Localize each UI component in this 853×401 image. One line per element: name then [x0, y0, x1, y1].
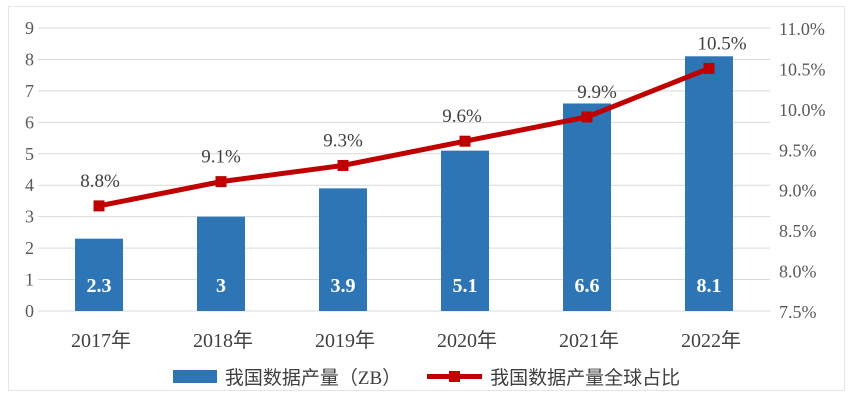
bar-2019年	[319, 188, 367, 311]
line-value-label: 9.1%	[201, 147, 241, 168]
line-value-label: 9.9%	[577, 82, 617, 103]
bar-value-label: 2.3	[87, 275, 112, 297]
right-axis-tick: 11.0%	[779, 19, 825, 39]
left-axis-tick: 8	[25, 49, 34, 69]
line-series-swatch-icon	[427, 370, 483, 383]
bar-2022年	[685, 56, 733, 311]
left-axis-tick: 2	[25, 238, 34, 258]
bar-2021年	[563, 103, 611, 311]
x-axis-label: 2020年	[437, 329, 497, 352]
bar-value-label: 6.6	[575, 275, 600, 297]
x-axis-label: 2022年	[681, 329, 741, 352]
x-axis-label: 2017年	[71, 329, 131, 352]
bar-2020年	[441, 150, 489, 311]
bar-2018年	[197, 216, 245, 311]
right-axis-tick: 8.0%	[779, 262, 817, 282]
share-line	[98, 66, 710, 209]
left-axis-tick: 5	[25, 144, 34, 164]
right-axis-tick: 10.0%	[779, 100, 826, 120]
bar-value-label: 5.1	[453, 275, 478, 297]
line-marker	[703, 62, 715, 74]
line-value-label: 9.6%	[442, 106, 482, 127]
x-axis-label: 2019年	[315, 329, 375, 352]
bar-series-label: 我国数据产量（ZB）	[224, 368, 402, 389]
left-axis-tick: 6	[25, 112, 34, 132]
left-axis-tick: 7	[25, 81, 34, 101]
right-axis-tick: 10.5%	[779, 59, 826, 79]
line-series-label: 我国数据产量全球占比	[490, 368, 681, 389]
legend: 我国数据产量（ZB） 我国数据产量全球占比	[0, 363, 853, 390]
left-axis-tick: 9	[25, 18, 34, 38]
line-marker	[93, 200, 105, 212]
bar-series-swatch-icon	[172, 370, 217, 383]
right-axis-tick: 9.0%	[779, 181, 817, 201]
left-axis-tick: 4	[25, 175, 34, 195]
right-axis-tick: 8.5%	[779, 221, 817, 241]
line-marker	[581, 111, 593, 123]
x-axis-label: 2021年	[559, 329, 619, 352]
line-value-label: 8.8%	[80, 171, 120, 192]
bar-value-label: 8.1	[697, 275, 722, 297]
right-axis-tick: 7.5%	[779, 302, 817, 322]
bar-value-label: 3.9	[331, 275, 356, 297]
line-swatch-marker	[449, 371, 461, 382]
bar-2017年	[75, 238, 123, 311]
line-marker	[459, 135, 471, 147]
left-axis-tick: 1	[25, 270, 34, 290]
left-axis-tick: 0	[25, 301, 34, 321]
line-value-label: 10.5%	[697, 33, 746, 54]
left-axis-tick: 3	[25, 207, 34, 227]
line-marker	[337, 159, 349, 171]
line-value-label: 9.3%	[323, 130, 363, 151]
bar-value-label: 3	[216, 275, 226, 297]
legend-item-line-series: 我国数据产量全球占比	[427, 363, 680, 390]
x-axis-label: 2018年	[193, 329, 253, 352]
line-marker	[215, 176, 227, 188]
legend-item-bar-series: 我国数据产量（ZB）	[172, 363, 402, 390]
right-axis-tick: 9.5%	[779, 140, 817, 160]
